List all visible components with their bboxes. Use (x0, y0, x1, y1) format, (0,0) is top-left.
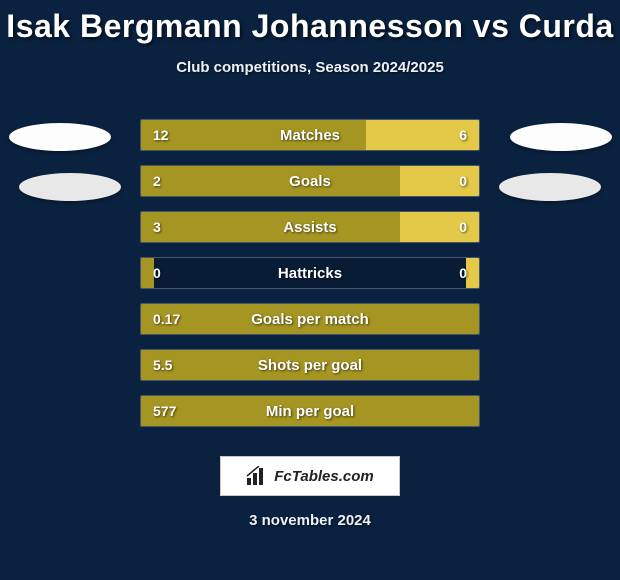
bar-left (141, 350, 479, 380)
stat-value-right: 0 (459, 258, 467, 288)
bar-left (141, 212, 400, 242)
stat-row: Matches126 (0, 112, 620, 158)
bar-left (141, 304, 479, 334)
bar-left (141, 120, 366, 150)
bar-area: Goals20 (140, 165, 480, 197)
bar-left (141, 166, 400, 196)
stat-value-right: 0 (459, 212, 467, 242)
stat-value-left: 0.17 (153, 304, 180, 334)
stat-row: Goals per match0.17 (0, 296, 620, 342)
stat-value-right: 6 (459, 120, 467, 150)
bar-area: Matches126 (140, 119, 480, 151)
page-title: Isak Bergmann Johannesson vs Curda (6, 8, 613, 45)
bar-area: Assists30 (140, 211, 480, 243)
bar-area: Hattricks0 0 (140, 257, 480, 289)
brand-text: FcTables.com (274, 468, 373, 485)
stat-row: Min per goal577 (0, 388, 620, 434)
stat-value-left: 0 (153, 258, 161, 288)
bar-area: Shots per goal5.5 (140, 349, 480, 381)
bar-left (141, 258, 154, 288)
brand-logo[interactable]: FcTables.com (220, 456, 400, 496)
stat-value-left: 3 (153, 212, 161, 242)
stat-value-left: 12 (153, 120, 169, 150)
stat-row: Assists30 (0, 204, 620, 250)
bar-right (400, 212, 479, 242)
stat-value-left: 577 (153, 396, 176, 426)
comparison-chart: Matches126Goals20Assists30Hattricks00Goa… (0, 112, 620, 434)
stat-row: Goals20 (0, 158, 620, 204)
stat-row: Shots per goal5.5 (0, 342, 620, 388)
bar-left (141, 396, 479, 426)
subtitle: Club competitions, Season 2024/2025 (176, 59, 444, 76)
date-text: 3 november 2024 (249, 512, 371, 529)
bar-area: Goals per match0.17 (140, 303, 480, 335)
chart-icon (246, 466, 268, 486)
stat-value-left: 5.5 (153, 350, 172, 380)
bar-right (400, 166, 479, 196)
stat-row: Hattricks0 0 (0, 250, 620, 296)
comparison-card: Isak Bergmann Johannesson vs Curda Club … (0, 0, 620, 580)
bar-area: Min per goal577 (140, 395, 480, 427)
bar-right (466, 258, 479, 288)
stat-label: Hattricks (141, 258, 479, 288)
stat-value-left: 2 (153, 166, 161, 196)
stat-value-right: 0 (459, 166, 467, 196)
